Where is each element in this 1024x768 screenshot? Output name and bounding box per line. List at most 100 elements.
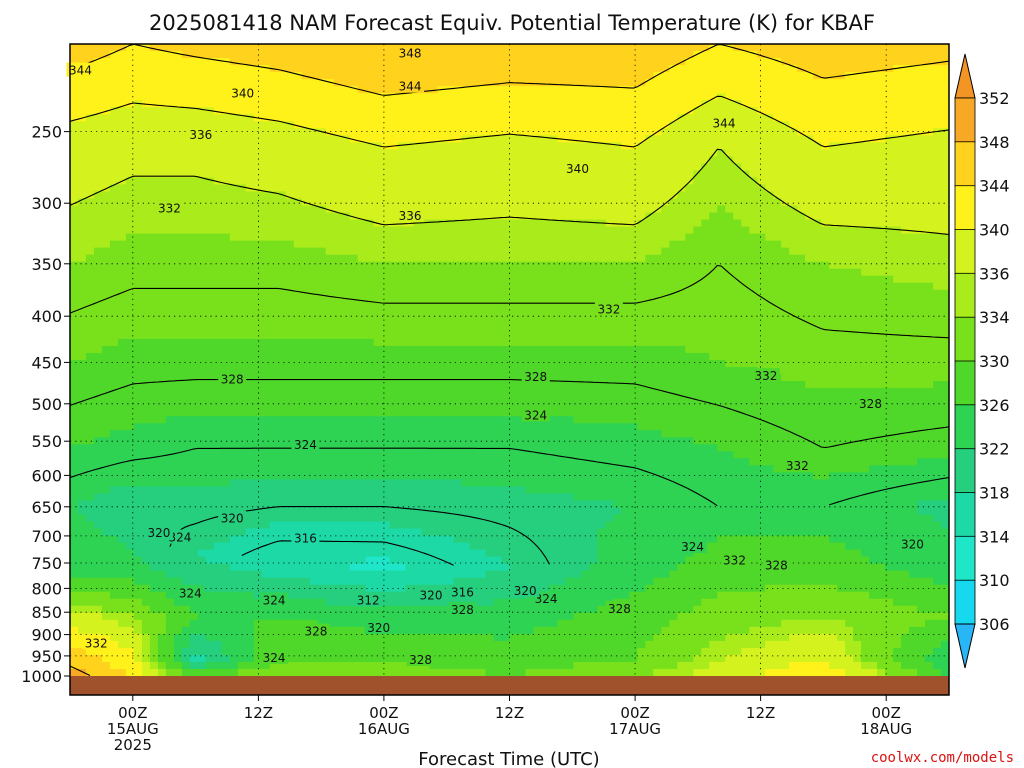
field-cell [789, 345, 798, 354]
field-cell [157, 128, 167, 136]
field-cell [141, 128, 151, 136]
field-cell [861, 79, 870, 87]
field-cell [461, 72, 471, 80]
field-cell [485, 86, 495, 94]
field-cell [621, 247, 630, 256]
field-cell [109, 289, 119, 298]
field-cell [373, 345, 383, 354]
field-cell [501, 324, 511, 333]
field-cell [869, 338, 878, 347]
field-cell [821, 296, 830, 305]
field-cell [349, 149, 359, 157]
field-cell [885, 233, 894, 242]
field-cell [917, 282, 926, 291]
field-cell [485, 261, 495, 270]
field-cell [229, 212, 239, 221]
field-cell [829, 240, 838, 249]
field-cell [285, 212, 295, 221]
field-cell [901, 352, 910, 361]
field-cell [349, 93, 359, 101]
field-cell [285, 338, 295, 347]
field-cell [925, 212, 934, 221]
field-cell [189, 163, 199, 171]
field-cell [909, 191, 918, 200]
field-cell [493, 156, 503, 164]
field-cell [773, 254, 782, 263]
field-cell [709, 107, 718, 115]
field-cell [357, 51, 367, 59]
field-cell [253, 254, 263, 263]
field-cell [349, 191, 359, 200]
field-cell [181, 107, 191, 115]
field-cell [229, 72, 239, 80]
field-cell [85, 296, 95, 305]
field-cell [509, 100, 519, 108]
field-cell [837, 219, 846, 228]
field-cell [805, 58, 814, 66]
field-cell [773, 51, 782, 59]
field-cell [797, 58, 806, 66]
field-cell [861, 261, 870, 270]
field-cell [325, 352, 335, 361]
field-cell [453, 44, 463, 52]
field-cell [117, 247, 127, 256]
field-cell [477, 191, 487, 200]
field-cell [421, 282, 431, 291]
field-cell [701, 261, 710, 270]
field-cell [405, 72, 415, 80]
field-cell [277, 324, 287, 333]
field-cell [581, 338, 591, 347]
field-cell [509, 240, 519, 249]
field-cell [541, 93, 551, 101]
field-cell [853, 177, 862, 186]
field-cell [733, 191, 742, 200]
field-cell [893, 58, 902, 66]
field-cell [253, 360, 263, 368]
field-cell [221, 184, 231, 193]
field-cell [573, 261, 583, 270]
field-cell [70, 177, 79, 186]
field-cell [501, 310, 511, 319]
field-cell [485, 184, 495, 193]
field-cell [301, 345, 311, 354]
field-cell [853, 44, 862, 52]
field-cell [325, 114, 335, 122]
field-cell [757, 317, 766, 326]
field-cell [869, 282, 878, 291]
field-cell [341, 261, 351, 270]
field-cell [621, 254, 630, 263]
field-cell [261, 156, 271, 164]
field-cell [789, 72, 798, 80]
field-cell [869, 345, 878, 354]
field-cell [909, 156, 918, 164]
field-cell [501, 261, 511, 270]
field-cell [613, 100, 622, 108]
field-cell [341, 184, 351, 193]
field-cell [109, 352, 119, 361]
field-cell [293, 282, 303, 291]
field-cell [165, 86, 175, 94]
field-cell [357, 247, 367, 256]
field-cell [269, 72, 279, 80]
field-cell [293, 114, 303, 122]
field-cell [173, 177, 183, 186]
field-cell [565, 324, 575, 333]
field-cell [269, 58, 279, 66]
field-cell [189, 149, 199, 157]
field-cell [645, 247, 654, 256]
field-cell [237, 303, 247, 312]
field-cell [661, 261, 670, 270]
field-cell [277, 128, 287, 136]
field-cell [845, 303, 854, 312]
field-cell [285, 268, 295, 277]
field-cell [485, 79, 495, 87]
field-cell [645, 212, 654, 221]
field-cell [885, 184, 894, 193]
field-cell [349, 135, 359, 143]
field-cell [101, 352, 111, 361]
field-cell [205, 247, 215, 256]
field-cell [437, 198, 447, 207]
field-cell [693, 289, 702, 298]
field-cell [301, 352, 311, 361]
field-cell [285, 163, 295, 171]
